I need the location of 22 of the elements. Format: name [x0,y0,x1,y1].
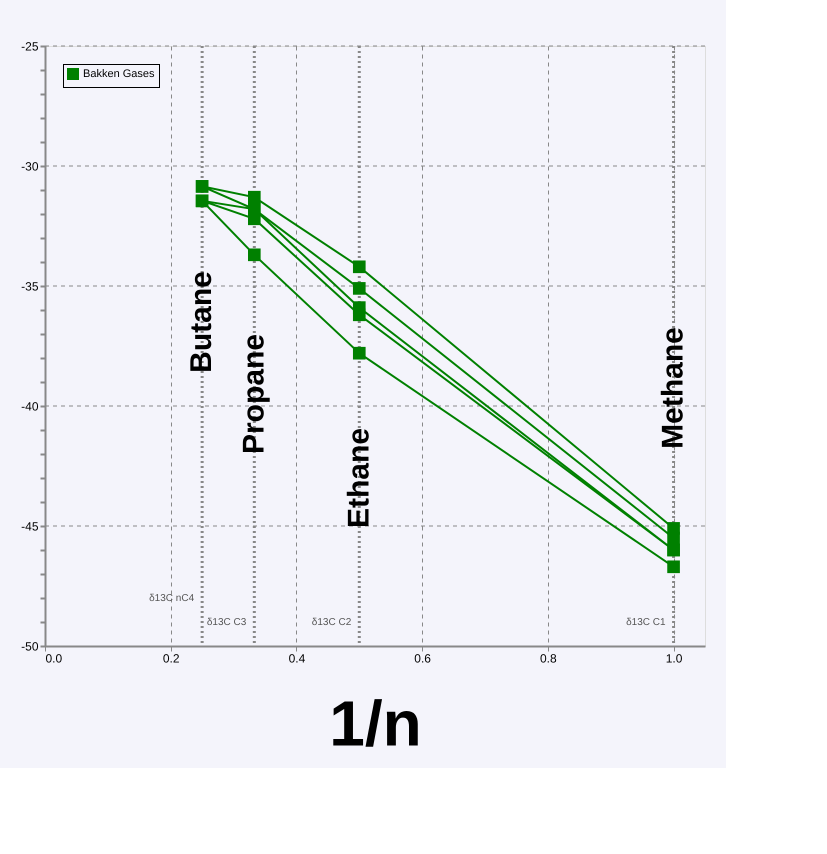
x-axis-title: 1/n [329,688,422,760]
y-tick-label: -25 [21,40,39,54]
annotation: δ13C C3 [206,617,247,628]
y-tick-label: -45 [21,520,39,534]
annotation: δ13C C1 [626,617,666,628]
x-tick-label: 0.6 [414,652,432,666]
y-tick-label: -50 [21,640,39,654]
x-tick-label: 0.2 [162,652,180,666]
x-tick-label: 0.4 [288,652,306,666]
annotation: Ethane [342,428,376,528]
annotation: δ13C nC4 [149,593,195,604]
x-tick-label: 0.0 [46,652,63,666]
y-tick-label: -40 [21,400,39,414]
y-tick-label: -30 [21,160,39,174]
y-tick-label: -35 [21,280,39,294]
annotation: δ13C C2 [312,617,352,628]
x-tick-label: 0.8 [540,652,558,666]
x-tick-label: 1.0 [666,652,683,666]
annotation: Butane [185,271,218,373]
legend-label: Bakken Gases [83,68,156,80]
annotation: Propane [237,334,270,454]
annotation: Methane [656,327,690,449]
